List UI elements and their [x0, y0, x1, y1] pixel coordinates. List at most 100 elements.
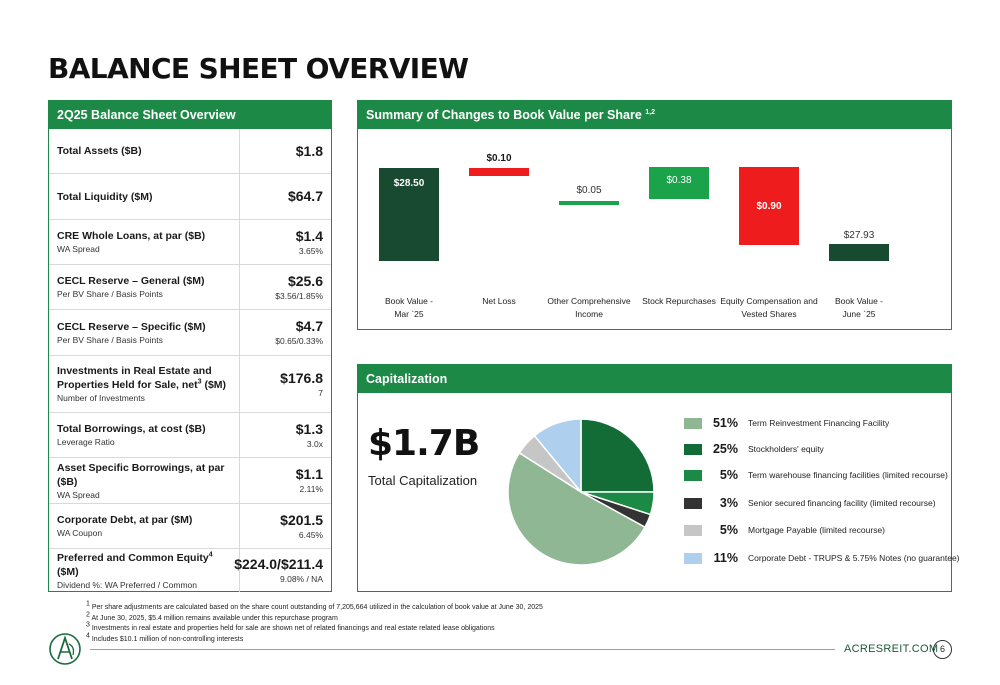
capitalization-panel: Capitalization $1.7B Total Capitalizatio… [357, 364, 960, 592]
legend-label: Senior secured financing facility (limit… [748, 498, 936, 508]
row-sublabel: Dividend %: WA Preferred / Common [57, 579, 197, 590]
legend-label: Corporate Debt - TRUPS & 5.75% Notes (no… [748, 553, 960, 563]
capitalization-pie-chart [507, 418, 655, 566]
legend-swatch [684, 469, 702, 481]
chart-title: Summary of Changes to Book Value per Sha… [358, 101, 951, 129]
row-sublabel: Number of Investments [57, 393, 145, 403]
row-label-line1: Preferred and Common Equity [57, 551, 209, 564]
pie-slice [507, 451, 646, 566]
legend-label: Mortgage Payable (limited recourse) [748, 525, 886, 535]
row-subvalue: 9.08% / NA [280, 574, 323, 584]
legend-label: Term warehouse financing facilities (lim… [748, 470, 948, 480]
total-capitalization-label: Total Capitalization [368, 473, 478, 488]
legend-swatch [684, 417, 702, 429]
table-row: CECL Reserve – General ($M) Per BV Share… [49, 265, 331, 310]
waterfall-value-label: $0.90 [756, 201, 781, 212]
footnote-ref: 3 [197, 378, 202, 386]
row-subvalue: $3.56/1.85% [275, 290, 323, 301]
legend-percent: 3% [719, 496, 738, 510]
footnotes: 1 Per share adjustments are calculated b… [86, 600, 543, 645]
row-value: $1.3 [295, 420, 323, 437]
table-row: Corporate Debt, at par ($M) WA Coupon $2… [49, 504, 331, 549]
row-label: Total Borrowings, at cost ($B) [57, 423, 206, 435]
row-value: $1.8 [295, 142, 323, 159]
row-label: Total Liquidity ($M) [57, 190, 153, 203]
waterfall-value-label: $28.50 [394, 178, 425, 189]
legend-item: 5% Mortgage Payable (limited recourse) [684, 522, 885, 538]
website-link[interactable]: ACRESREIT.COM [844, 643, 939, 655]
table-row: Preferred and Common Equity4 ($M) Divide… [49, 549, 331, 592]
legend-label: Term Reinvestment Financing Facility [748, 418, 890, 428]
capitalization-title: Capitalization [358, 365, 951, 393]
row-label-unit: ($M) [57, 565, 79, 578]
waterfall-category-label: June `25 [842, 309, 875, 319]
waterfall-category-label: Stock Repurchases [642, 296, 716, 306]
row-label-unit: ($M) [201, 379, 227, 391]
legend-percent: 51% [712, 416, 738, 430]
waterfall-category-label: Other Comprehensive [547, 296, 630, 306]
waterfall-category-label: Mar `25 [394, 309, 424, 319]
legend-percent: 5% [719, 523, 738, 537]
row-label: Corporate Debt, at par ($M) [57, 514, 193, 526]
table-row: Total Liquidity ($M) $64.7 [49, 174, 331, 220]
legend-swatch [684, 524, 702, 536]
table-row: Investments in Real Estate and Propertie… [49, 356, 331, 413]
row-label: Investments in Real Estate and Propertie… [57, 364, 233, 392]
table-row: Asset Specific Borrowings, at par ($B) W… [49, 458, 331, 504]
waterfall-category-label: Income [575, 309, 603, 319]
row-value: $4.7 [295, 318, 323, 334]
table-row: CECL Reserve – Specific ($M) Per BV Shar… [49, 310, 331, 356]
legend-item: 51% Term Reinvestment Financing Facility [684, 415, 889, 431]
row-subvalue: 3.0x [306, 438, 323, 449]
legend-item: 11% Corporate Debt - TRUPS & 5.75% Notes … [684, 550, 960, 566]
legend-label: Stockholders' equity [748, 444, 824, 454]
table-row: CRE Whole Loans, at par ($B) WA Spread $… [49, 220, 331, 265]
row-label-line1: Investments in Real Estate and [57, 365, 212, 377]
waterfall-category-label: Book Value - [835, 296, 883, 306]
waterfall-bar [379, 168, 439, 261]
balance-sheet-table: 2Q25 Balance Sheet Overview Total Assets… [48, 100, 332, 592]
row-value: $1.4 [295, 227, 323, 244]
waterfall-bar [829, 244, 889, 261]
row-label: Asset Specific Borrowings, at par ($B) [57, 461, 225, 488]
row-sublabel: Per BV Share / Basis Points [57, 334, 163, 345]
row-label: CECL Reserve – Specific ($M) [57, 320, 206, 333]
legend-percent: 5% [719, 468, 738, 482]
row-value: $201.5 [280, 511, 323, 528]
legend-swatch [684, 497, 702, 509]
legend-swatch [684, 443, 702, 455]
pie-slice [580, 418, 655, 493]
page-title: BALANCE SHEET OVERVIEW [48, 52, 469, 85]
footnote-ref: 4 [208, 551, 213, 558]
row-value: $1.1 [295, 466, 323, 482]
waterfall-bar [559, 201, 619, 205]
footnote-ref: 1,2 [645, 108, 655, 116]
row-sublabel: WA Spread [57, 244, 100, 254]
legend-percent: 25% [712, 442, 738, 456]
table-row: Total Assets ($B) $1.8 [49, 129, 331, 174]
acres-logo-icon [49, 633, 81, 665]
footnote: 1 Per share adjustments are calculated b… [86, 600, 543, 611]
row-sublabel: Leverage Ratio [57, 437, 115, 447]
row-sublabel: WA Spread [57, 489, 100, 500]
waterfall-value-label: $0.38 [666, 175, 691, 186]
row-value: $224.0/$211.4 [234, 556, 323, 572]
row-value: $25.6 [287, 272, 323, 289]
row-label-line2: Properties Held for Sale, net [57, 379, 198, 391]
waterfall-bar [649, 167, 709, 199]
waterfall-bar [739, 167, 799, 245]
waterfall-category-label: Book Value - [385, 296, 433, 306]
row-value: $64.7 [287, 188, 323, 204]
legend-item: 25% Stockholders' equity [684, 441, 824, 457]
waterfall-chart: $28.50 Book Value - Mar `25 $0.10 Net Loss $0… [379, 153, 889, 319]
row-value: $176.8 [280, 369, 323, 386]
page-number: 6 [933, 640, 952, 659]
row-label: Preferred and Common Equity4 ($M) [57, 551, 233, 579]
waterfall-category-label: Net Loss [482, 296, 516, 306]
chart-title-text: Summary of Changes to Book Value per Sha… [366, 108, 642, 122]
legend-item: 5% Term warehouse financing facilities (l… [684, 467, 948, 483]
row-subvalue: 3.65% [298, 245, 323, 256]
row-sublabel: WA Coupon [57, 528, 103, 538]
balance-table-title: 2Q25 Balance Sheet Overview [49, 101, 331, 129]
row-subvalue: 6.45% [298, 529, 323, 540]
